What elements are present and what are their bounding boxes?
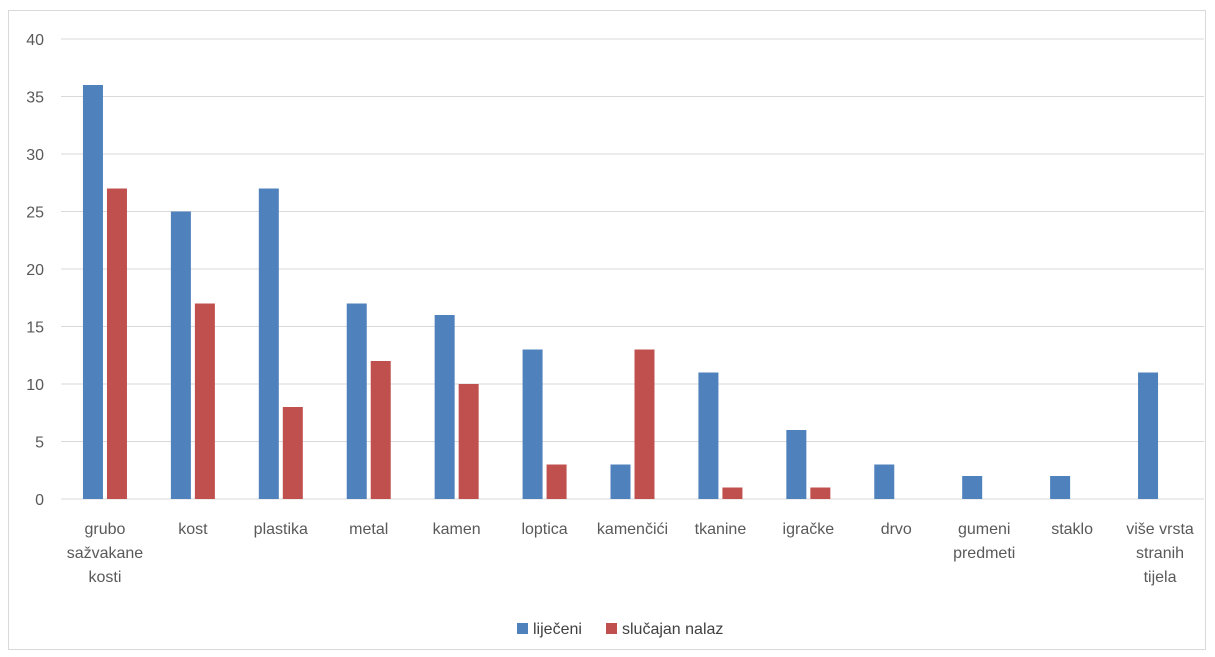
x-tick-label-line: kost [178, 521, 208, 538]
bar-lijeceni [1050, 476, 1071, 499]
x-tick-label-line: predmeti [953, 545, 1015, 562]
bar-lijeceni [786, 430, 807, 499]
bar-lijeceni [346, 303, 367, 499]
bar-lijeceni [874, 464, 895, 499]
bar-slucajan-nalaz [458, 384, 479, 499]
x-tick-label: igračke [783, 521, 835, 538]
x-tick-label: kost [178, 521, 208, 538]
y-tick-label: 10 [26, 377, 44, 394]
x-tick-label-line: kamen [433, 521, 481, 538]
bar-lijeceni [258, 188, 279, 499]
y-tick-label: 5 [35, 435, 44, 452]
legend: liječeni slučajan nalaz [517, 621, 723, 638]
x-tick-label-line: sažvakane [67, 545, 144, 562]
x-tick-label-line: kamenčići [597, 521, 668, 538]
x-tick-label-line: grubo [85, 521, 126, 538]
bar-slucajan-nalaz [282, 407, 303, 499]
bar-slucajan-nalaz [194, 303, 215, 499]
y-axis: 0 5 10 15 20 25 30 35 40 [26, 32, 44, 509]
y-tick-label: 20 [26, 262, 44, 279]
x-tick-label: drvo [881, 521, 912, 538]
bar-lijeceni [434, 315, 455, 499]
x-tick-label-line: staklo [1051, 521, 1093, 538]
x-tick-label-line: stranih [1136, 545, 1184, 562]
x-tick-label: staklo [1051, 521, 1093, 538]
x-tick-label: više vrsta stranih tijela [1126, 521, 1194, 586]
x-tick-label: tkanine [695, 521, 747, 538]
y-tick-label: 35 [26, 90, 44, 107]
x-tick-label-line: kosti [89, 569, 122, 586]
legend-label: liječeni [533, 621, 582, 638]
legend-swatch [606, 623, 617, 634]
x-tick-label-line: igračke [783, 521, 835, 538]
y-tick-label: 25 [26, 205, 44, 222]
bar-slucajan-nalaz [810, 487, 831, 499]
bar-slucajan-nalaz [106, 188, 127, 499]
bar-slucajan-nalaz [722, 487, 743, 499]
y-tick-label: 30 [26, 147, 44, 164]
x-axis: grubo sažvakane kosti kost plastika metal kame… [67, 521, 1194, 586]
y-tick-label: 15 [26, 320, 44, 337]
x-tick-label-line: drvo [881, 521, 912, 538]
x-tick-label-line: tkanine [695, 521, 747, 538]
bars [82, 85, 1159, 499]
x-tick-label-line: tijela [1144, 569, 1177, 586]
x-tick-label-line: gumeni [958, 521, 1010, 538]
bar-lijeceni [962, 476, 983, 499]
y-tick-label: 0 [35, 492, 44, 509]
grid-lines [61, 38, 1204, 500]
bar-slucajan-nalaz [546, 464, 567, 499]
bar-slucajan-nalaz [634, 349, 655, 499]
x-tick-label: kamen [433, 521, 481, 538]
bar-slucajan-nalaz [370, 361, 391, 499]
bar-lijeceni [698, 372, 719, 499]
x-tick-label: metal [349, 521, 388, 538]
bar-lijeceni [82, 85, 103, 499]
x-tick-label: loptica [521, 521, 567, 538]
bar-lijeceni [522, 349, 543, 499]
y-tick-label: 40 [26, 32, 44, 49]
x-tick-label-line: više vrsta [1126, 521, 1194, 538]
bar-lijeceni [610, 464, 631, 499]
x-tick-label: kamenčići [597, 521, 668, 538]
x-tick-label-line: loptica [521, 521, 567, 538]
bar-lijeceni [1138, 372, 1159, 499]
x-tick-label: gumeni predmeti [953, 521, 1015, 562]
legend-label: slučajan nalaz [622, 621, 723, 638]
x-tick-label-line: metal [349, 521, 388, 538]
x-tick-label-line: plastika [254, 521, 308, 538]
x-tick-label: grubo sažvakane kosti [67, 521, 144, 586]
x-tick-label: plastika [254, 521, 308, 538]
legend-swatch [517, 623, 528, 634]
bar-lijeceni [170, 211, 191, 499]
